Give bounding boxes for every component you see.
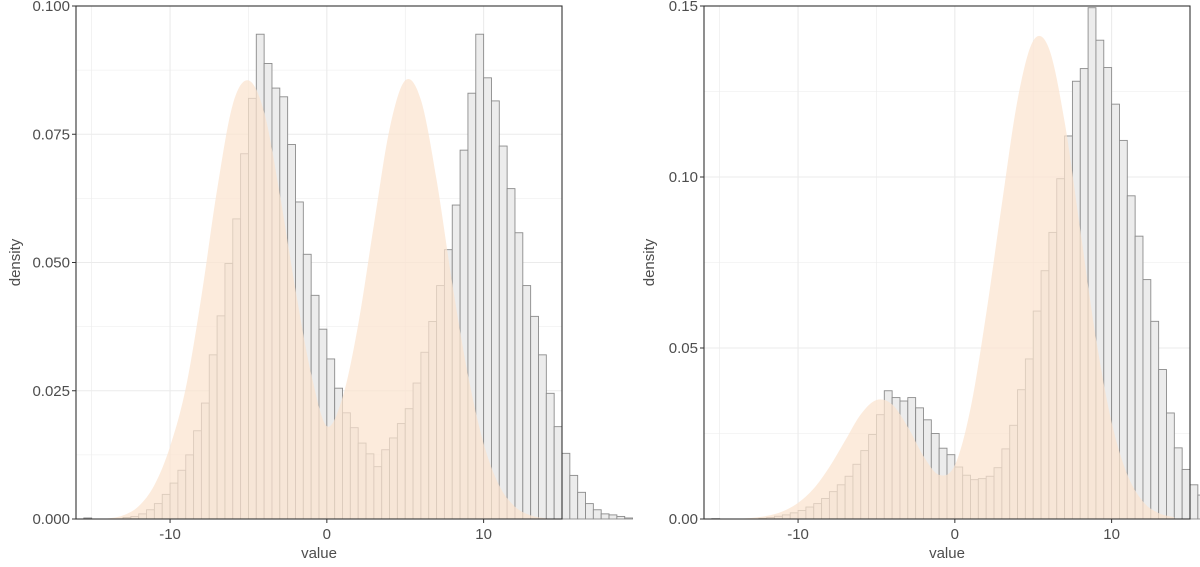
x-axis-title: value — [301, 545, 337, 562]
y-tick-label: 0.050 — [32, 255, 70, 272]
histogram-bar — [498, 145, 508, 520]
y-tick-label: 0.05 — [669, 340, 698, 357]
histogram-bar — [1166, 412, 1175, 520]
histogram-bar — [624, 517, 633, 520]
histogram-bar — [592, 509, 602, 520]
density-area — [91, 78, 547, 520]
x-tick-label: 10 — [1103, 526, 1120, 543]
x-axis: -10 0 10 — [159, 519, 492, 543]
panel-border — [703, 5, 1191, 520]
histogram-bar — [491, 100, 500, 520]
x-axis: -10 0 10 — [787, 519, 1120, 543]
density-area — [719, 35, 1175, 519]
y-axis: 0.000 0.025 0.050 0.075 0.100 — [32, 0, 76, 528]
histogram-bar — [561, 452, 571, 520]
x-tick-label: -10 — [787, 526, 809, 543]
x-tick-label: 0 — [951, 526, 959, 543]
histogram-bar — [577, 491, 586, 520]
y-tick-label: 0.10 — [669, 169, 698, 186]
histogram-bar — [530, 315, 539, 520]
histogram-bar — [553, 426, 563, 520]
y-tick-label: 0.15 — [669, 0, 698, 15]
y-axis-title: density — [7, 238, 24, 286]
histogram-bar — [1173, 447, 1183, 520]
y-tick-label: 0.00 — [669, 511, 698, 528]
histogram-bar — [1189, 484, 1199, 520]
y-tick-label: 0.100 — [32, 0, 70, 15]
histogram-bar — [545, 392, 555, 520]
y-axis: 0.00 0.05 0.10 0.15 — [669, 0, 704, 528]
histogram-bar — [1158, 369, 1167, 520]
histogram-bar — [569, 474, 579, 520]
y-tick-label: 0.025 — [32, 383, 70, 400]
histogram-bar — [1134, 235, 1144, 520]
histogram-bar — [522, 285, 532, 520]
histogram-bar — [1142, 279, 1152, 520]
x-tick-label: 0 — [323, 526, 331, 543]
panel-left: -10 0 10 0.000 0.025 0.050 0.075 0.100 value dens… — [7, 0, 633, 562]
histogram-bar — [1181, 468, 1191, 520]
histogram-bar — [1150, 320, 1160, 520]
panel-right: -10 0 10 0.00 0.05 0.10 0.15 value density — [641, 0, 1200, 562]
histogram-bar — [1197, 494, 1200, 520]
x-axis-title: value — [929, 545, 965, 562]
x-tick-label: 10 — [475, 526, 492, 543]
histogram-bar — [506, 188, 516, 520]
histogram-bar — [1126, 195, 1136, 520]
y-axis-title: density — [641, 238, 658, 286]
histogram-bar — [538, 354, 547, 520]
y-tick-label: 0.000 — [32, 511, 70, 528]
histogram-bar — [608, 514, 618, 520]
histogram-bar — [514, 232, 524, 520]
histogram-bar — [616, 515, 626, 520]
histogram-bar — [600, 513, 610, 520]
histogram-bar — [585, 503, 594, 520]
x-tick-label: -10 — [159, 526, 181, 543]
y-tick-label: 0.075 — [32, 126, 70, 143]
